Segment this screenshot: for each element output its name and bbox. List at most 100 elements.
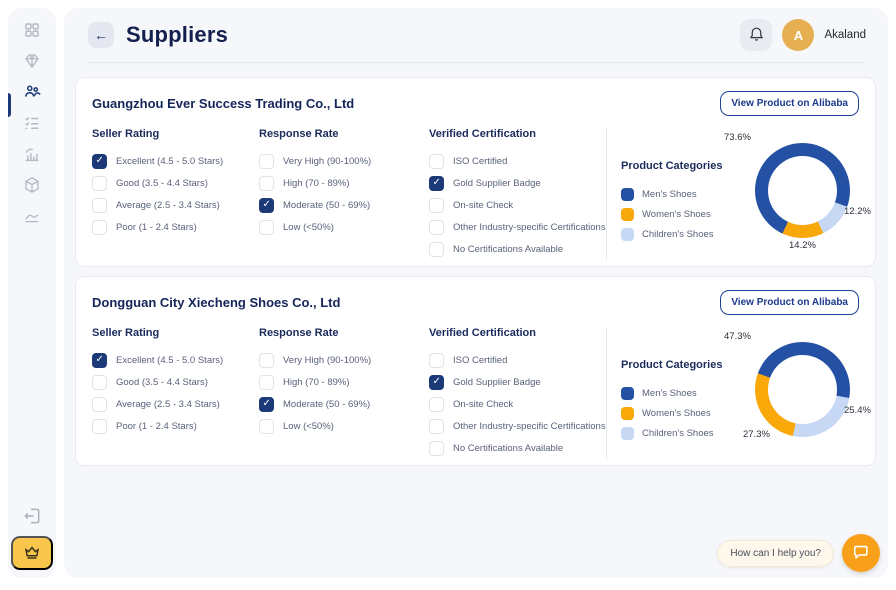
- checklist-icon: [23, 114, 41, 137]
- chat-button[interactable]: [842, 534, 880, 572]
- checkbox-row[interactable]: Good (3.5 - 4.4 Stars): [92, 371, 259, 393]
- checkbox[interactable]: [259, 374, 274, 390]
- checkbox-row[interactable]: Poor (1 - 2.4 Stars): [92, 415, 259, 437]
- checkbox-row[interactable]: Very High (90-100%): [259, 150, 429, 172]
- notifications-button[interactable]: [740, 19, 773, 51]
- sidebar-item-products[interactable]: [22, 176, 42, 199]
- checkbox[interactable]: [429, 153, 444, 169]
- trend-area-icon: [23, 207, 41, 230]
- checkbox-row[interactable]: Gold Supplier Badge: [429, 172, 606, 194]
- checkbox[interactable]: [429, 241, 444, 257]
- checkbox[interactable]: [429, 396, 444, 412]
- checkbox[interactable]: [429, 219, 444, 235]
- group-title-seller-rating: Seller Rating: [92, 327, 160, 339]
- checkbox[interactable]: [429, 175, 444, 191]
- checkbox-row[interactable]: ISO Certified: [429, 150, 606, 172]
- checkbox[interactable]: [92, 219, 107, 235]
- checkbox[interactable]: [92, 175, 107, 191]
- checkbox[interactable]: [429, 418, 444, 434]
- checkbox[interactable]: [92, 374, 107, 390]
- chat-prompt[interactable]: How can I help you?: [717, 539, 834, 567]
- vertical-divider: [606, 128, 607, 260]
- chat-widget: How can I help you?: [717, 534, 880, 572]
- checkbox-row[interactable]: Low (<50%): [259, 415, 429, 437]
- donut-chart: 47.3% 25.4% 27.3%: [724, 327, 871, 457]
- legend-title: Product Categories: [621, 160, 723, 172]
- sidebar-item-deals[interactable]: [22, 53, 42, 73]
- donut-ring: [755, 342, 850, 437]
- active-item-indicator: [8, 93, 11, 117]
- legend-item: Women's Shoes: [621, 403, 733, 423]
- page-title: Suppliers: [126, 22, 229, 47]
- dashboard-grid-icon: [23, 21, 41, 44]
- sidebar-item-checklist[interactable]: [22, 115, 42, 135]
- legend-title: Product Categories: [621, 359, 723, 371]
- pct-label: 25.4%: [844, 405, 871, 416]
- pct-label: 47.3%: [724, 331, 751, 342]
- checkbox-row[interactable]: Good (3.5 - 4.4 Stars): [92, 172, 259, 194]
- crown-icon: [23, 543, 41, 564]
- checkbox-row[interactable]: Other Industry-specific Certifications: [429, 216, 606, 238]
- legend-chip: [621, 426, 634, 440]
- checkbox-row[interactable]: ISO Certified: [429, 349, 606, 371]
- checkbox-row[interactable]: No Certifications Available: [429, 238, 606, 260]
- sidebar-item-analytics[interactable]: [22, 146, 42, 166]
- checkbox[interactable]: [92, 418, 107, 434]
- donut-ring: [755, 143, 850, 238]
- checkbox-row[interactable]: Moderate (50 - 69%): [259, 194, 429, 216]
- checkbox[interactable]: [92, 396, 107, 412]
- checkbox[interactable]: [429, 440, 444, 456]
- checkbox[interactable]: [259, 396, 274, 412]
- checkbox[interactable]: [92, 153, 107, 169]
- cube-icon: [23, 176, 41, 199]
- checkbox[interactable]: [259, 175, 274, 191]
- checkbox-row[interactable]: No Certifications Available: [429, 437, 606, 459]
- checkbox-row[interactable]: Poor (1 - 2.4 Stars): [92, 216, 259, 238]
- checkbox[interactable]: [259, 197, 274, 213]
- chat-bubble-icon: [851, 542, 871, 565]
- legend-item: Men's Shoes: [621, 383, 733, 403]
- sidebar-item-suppliers[interactable]: [22, 84, 42, 104]
- checkbox[interactable]: [259, 418, 274, 434]
- checkbox[interactable]: [429, 197, 444, 213]
- checkbox-row[interactable]: High (70 - 89%): [259, 172, 429, 194]
- checkbox-row[interactable]: Average (2.5 - 3.4 Stars): [92, 194, 259, 216]
- checkbox-row[interactable]: Average (2.5 - 3.4 Stars): [92, 393, 259, 415]
- main-header: ← Suppliers A Akaland: [64, 8, 888, 62]
- sidebar-item-logout[interactable]: [22, 506, 42, 526]
- checkbox[interactable]: [429, 374, 444, 390]
- checkbox[interactable]: [259, 153, 274, 169]
- checkbox[interactable]: [92, 352, 107, 368]
- group-title-certification: Verified Certification: [429, 327, 536, 339]
- view-product-button[interactable]: View Product on Alibaba: [720, 91, 859, 116]
- premium-button[interactable]: [11, 536, 53, 570]
- checkbox[interactable]: [259, 352, 274, 368]
- pct-label: 73.6%: [724, 132, 751, 143]
- supplier-name: Dongguan City Xiecheng Shoes Co., Ltd: [92, 295, 341, 310]
- checkbox-row[interactable]: Other Industry-specific Certifications: [429, 415, 606, 437]
- checkbox[interactable]: [92, 197, 107, 213]
- legend-chip: [621, 207, 634, 221]
- view-product-button[interactable]: View Product on Alibaba: [720, 290, 859, 315]
- checkbox-row[interactable]: Excellent (4.5 - 5.0 Stars): [92, 150, 259, 172]
- checkbox-row[interactable]: Excellent (4.5 - 5.0 Stars): [92, 349, 259, 371]
- checkbox[interactable]: [429, 352, 444, 368]
- checkbox-row[interactable]: Very High (90-100%): [259, 349, 429, 371]
- supplier-card: Guangzhou Ever Success Trading Co., Ltd …: [75, 77, 876, 267]
- back-button[interactable]: ←: [88, 22, 114, 48]
- legend-chip: [621, 406, 634, 420]
- user-name: Akaland: [824, 29, 866, 41]
- checkbox[interactable]: [259, 219, 274, 235]
- avatar[interactable]: A: [782, 19, 815, 51]
- checkbox-row[interactable]: High (70 - 89%): [259, 371, 429, 393]
- legend-item: Women's Shoes: [621, 204, 733, 224]
- checkbox-row[interactable]: On-site Check: [429, 194, 606, 216]
- group-title-response-rate: Response Rate: [259, 327, 339, 339]
- checkbox-row[interactable]: Gold Supplier Badge: [429, 371, 606, 393]
- diamond-icon: [23, 52, 41, 75]
- checkbox-row[interactable]: On-site Check: [429, 393, 606, 415]
- sidebar-item-dashboard[interactable]: [22, 22, 42, 42]
- checkbox-row[interactable]: Moderate (50 - 69%): [259, 393, 429, 415]
- checkbox-row[interactable]: Low (<50%): [259, 216, 429, 238]
- sidebar-item-trends[interactable]: [22, 208, 42, 228]
